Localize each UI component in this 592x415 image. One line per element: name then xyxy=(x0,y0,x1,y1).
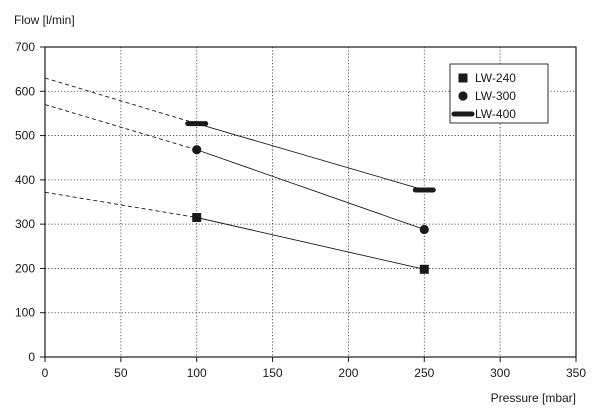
plot-frame xyxy=(44,46,577,358)
legend-marker xyxy=(458,73,468,83)
series-lw-400 xyxy=(44,77,436,193)
series-lw-240 xyxy=(44,191,429,274)
y-tick-label: 300 xyxy=(15,217,35,231)
data-point xyxy=(192,213,202,222)
series-line xyxy=(196,123,425,191)
y-tick-label: 500 xyxy=(15,129,35,143)
legend-label: LW-240 xyxy=(475,71,516,85)
series-lw-300 xyxy=(44,104,429,235)
y-tick-label: 400 xyxy=(15,173,35,187)
x-tick-label: 50 xyxy=(114,366,128,380)
y-tick-label: 100 xyxy=(15,306,35,320)
y-axis-title: Flow [l/min] xyxy=(14,13,75,27)
x-tick-label: 150 xyxy=(263,366,283,380)
x-tick-label: 300 xyxy=(490,366,510,380)
x-tick-label: 100 xyxy=(187,366,207,380)
legend-label: LW-400 xyxy=(475,107,516,121)
data-point xyxy=(419,224,429,235)
data-point xyxy=(419,264,429,274)
legend-marker xyxy=(458,91,468,101)
series-line xyxy=(196,217,425,270)
ticks: 0 50 100 150 200 250 300 350 0 100 200 300 400 500 600… xyxy=(15,40,586,380)
y-tick-label: 600 xyxy=(15,84,35,98)
x-tick-label: 250 xyxy=(414,366,434,380)
y-tick-label: 700 xyxy=(15,40,35,54)
x-axis-title: Pressure [mbar] xyxy=(491,391,576,405)
x-tick-label: 0 xyxy=(42,366,49,380)
grid xyxy=(45,47,576,357)
legend-label: LW-300 xyxy=(475,89,516,103)
data-point xyxy=(192,145,202,155)
series-line xyxy=(196,149,425,230)
series-layer xyxy=(44,77,436,274)
y-tick-label: 200 xyxy=(15,261,35,275)
series-extrapolation-line xyxy=(44,77,197,125)
legend: LW-240 LW-300 LW-400 xyxy=(449,63,549,124)
x-tick-label: 200 xyxy=(338,366,358,380)
y-tick-label: 0 xyxy=(28,350,35,364)
series-extrapolation-line xyxy=(44,104,197,151)
series-extrapolation-line xyxy=(44,191,197,218)
x-tick-label: 350 xyxy=(566,366,586,380)
